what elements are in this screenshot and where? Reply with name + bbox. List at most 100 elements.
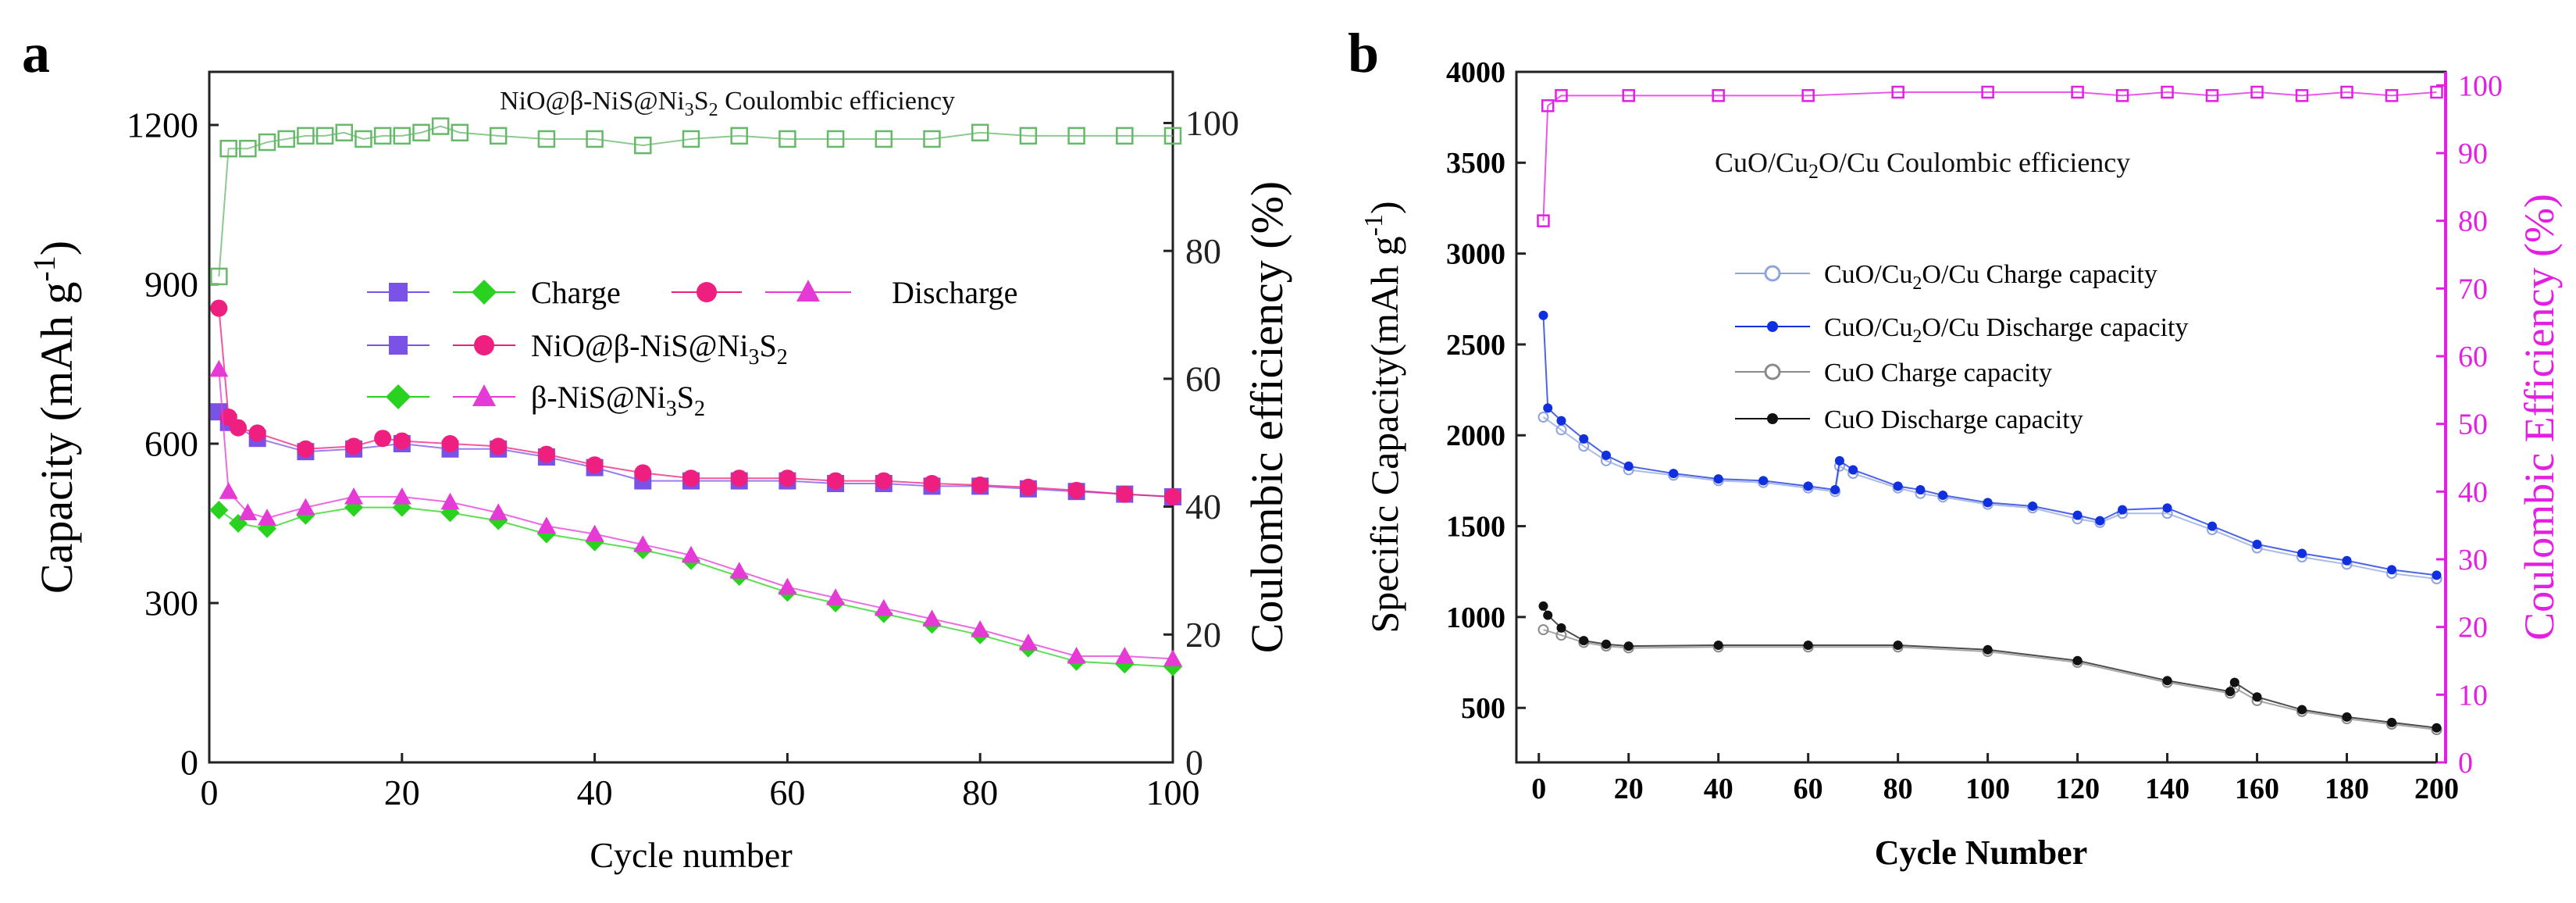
data-point xyxy=(1019,127,1038,145)
panel-a-series xyxy=(209,117,1182,676)
data-point xyxy=(1019,478,1037,496)
data-point xyxy=(682,130,700,148)
panel-b-y2-ticks: 0 10 20 30 40 50 60 70 80 90 100 xyxy=(2436,70,2503,780)
y2-tick-label: 50 xyxy=(2458,409,2488,441)
data-point xyxy=(1848,465,1858,475)
series-line xyxy=(218,506,1174,668)
data-point xyxy=(335,123,354,142)
panel-a-x-ticks: 0 20 40 60 80 100 xyxy=(201,753,1200,812)
data-point xyxy=(489,127,508,145)
data-point xyxy=(490,437,508,455)
data-point xyxy=(248,424,266,442)
data-point xyxy=(355,130,372,148)
data-point xyxy=(1669,469,1679,479)
data-point xyxy=(219,139,237,158)
series-line xyxy=(1543,629,2437,731)
data-point xyxy=(1803,481,1813,491)
data-point xyxy=(1713,640,1723,650)
series--nis-ni3s2-discharge xyxy=(209,359,1182,666)
series-cuo-discharge-capacity xyxy=(1538,601,2442,733)
series-cuo-charge-capacity xyxy=(1537,624,2442,736)
data-point xyxy=(1893,481,1903,491)
data-point xyxy=(2072,510,2083,520)
y2-tick-label: 60 xyxy=(2458,341,2488,373)
data-point xyxy=(2252,539,2262,549)
x-tick-label: 40 xyxy=(1704,773,1733,805)
data-point xyxy=(2342,712,2352,722)
data-point xyxy=(1601,450,1611,460)
legend-b-row2-label: CuO/Cu2O/Cu Discharge capacity xyxy=(1824,313,2189,347)
data-point xyxy=(1834,455,1844,466)
legend-a-row1-marker-square xyxy=(389,336,408,355)
x-tick-label: 40 xyxy=(577,773,613,812)
panel-b-y-ticks: 500 1000 1500 2000 2500 3000 3500 4000 xyxy=(1446,56,1526,725)
legend-b-row1-marker xyxy=(1764,265,1781,282)
series-line xyxy=(1542,91,2437,221)
y-tick-label: 1500 xyxy=(1446,510,1505,543)
y2-tick-label: 90 xyxy=(2458,137,2488,170)
data-point xyxy=(1018,634,1038,651)
data-point xyxy=(2385,89,2399,102)
x-tick-label: 140 xyxy=(2145,773,2189,805)
data-point xyxy=(2432,723,2442,733)
series-cuo-cu2o-cu-charge-capacity xyxy=(1537,412,2442,585)
data-point xyxy=(1115,647,1135,664)
panel-a-plot-frame xyxy=(208,70,1174,764)
y2-tick-label: 0 xyxy=(1185,743,1203,783)
data-point xyxy=(971,123,989,142)
data-point xyxy=(1801,89,1815,102)
data-point xyxy=(779,130,796,148)
data-point xyxy=(779,469,796,487)
data-point xyxy=(2162,676,2172,686)
data-point xyxy=(1983,644,1993,655)
data-point xyxy=(297,127,315,145)
data-point xyxy=(258,133,276,152)
panel-a: a 0 300 600 900 1200 0 20 40 60 80 100 0 20 40 60 80 1… xyxy=(22,22,1292,875)
data-point xyxy=(2342,555,2352,566)
data-point xyxy=(1116,485,1134,503)
panel-a-x-axis-label: Cycle number xyxy=(590,835,792,875)
data-point xyxy=(536,516,556,534)
data-point xyxy=(923,475,941,492)
data-point xyxy=(393,127,412,145)
legend-b-row4-marker xyxy=(1767,413,1778,424)
data-point xyxy=(344,487,364,505)
legend-b-row1-label: CuO/Cu2O/Cu Charge capacity xyxy=(1824,260,2157,294)
x-tick-label: 20 xyxy=(384,773,420,812)
data-point xyxy=(1623,461,1634,471)
data-point xyxy=(440,492,460,510)
data-point xyxy=(373,127,392,145)
data-point xyxy=(826,130,845,148)
panel-a-y2-ticks: 0 20 40 60 80 100 xyxy=(1163,103,1239,783)
data-point xyxy=(875,130,893,148)
data-point xyxy=(1538,310,1548,320)
data-point xyxy=(778,577,797,595)
y2-tick-label: 20 xyxy=(2458,612,2488,644)
legend-b-row2-marker xyxy=(1767,321,1778,332)
data-point xyxy=(1163,649,1182,666)
series-nio-nis-ni3s2-discharge xyxy=(210,299,1181,505)
data-point xyxy=(1537,624,1549,636)
x-tick-label: 200 xyxy=(2414,773,2459,805)
data-point xyxy=(826,588,846,605)
data-point xyxy=(1622,89,1635,102)
legend-b-row4-label: CuO Discharge capacity xyxy=(1824,405,2083,434)
legend-a-row2-marker-diamond xyxy=(386,384,411,409)
y-tick-label: 0 xyxy=(180,743,198,783)
panel-a-title: NiO@β-NiS@Ni3S2 Coulombic efficiency xyxy=(500,87,955,120)
data-point xyxy=(875,472,893,490)
data-point xyxy=(634,464,652,482)
x-tick-label: 20 xyxy=(1614,773,1644,805)
data-point xyxy=(1067,647,1086,664)
legend-a-row2-label: β-NiS@Ni3S2 xyxy=(531,380,705,421)
data-point xyxy=(209,501,229,519)
data-point xyxy=(238,503,258,520)
y2-tick-label: 100 xyxy=(2458,70,2503,102)
y2-tick-label: 0 xyxy=(2458,747,2473,780)
x-tick-label: 120 xyxy=(2055,773,2100,805)
data-point xyxy=(1067,481,1085,499)
data-point xyxy=(1541,99,1555,112)
data-point xyxy=(2225,687,2236,697)
data-point xyxy=(537,445,555,463)
